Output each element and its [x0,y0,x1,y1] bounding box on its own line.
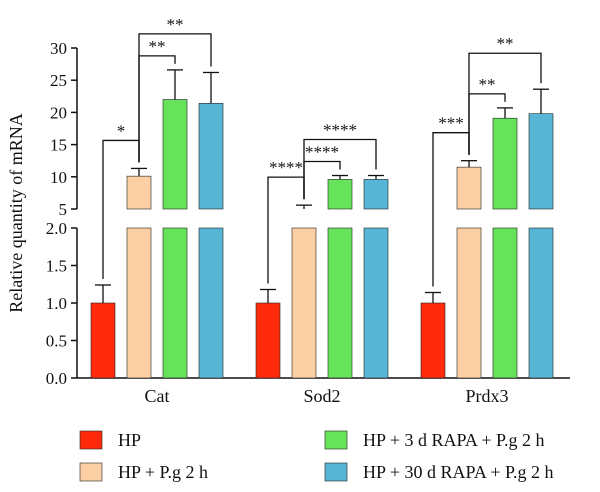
bar [198,103,224,210]
significance-label: **** [305,143,339,162]
legend-label: HP + 30 d RAPA + P.g 2 h [363,462,554,482]
legend-swatch [79,462,103,482]
bar [528,113,554,210]
axes: 5 10 15 20 25 30 0.0 0.5 1.0 1.5 2.0 Relative quant… [6,39,578,406]
y-tick-label: 2.0 [46,219,67,238]
significance-label: **** [323,121,357,140]
x-tick-label: Cat [145,386,170,406]
y-tick-label: 1.5 [46,257,67,276]
bracket-line [303,138,377,200]
bar [492,227,518,379]
legend-label: HP + 3 d RAPA + P.g 2 h [363,430,545,450]
bar-group-prdx3 [420,88,554,379]
y-tick-label: 5 [59,200,68,219]
bars [90,69,554,379]
significance-label: ** [497,34,514,53]
y-tick-label: 30 [50,39,67,58]
bar [528,227,554,379]
bar [198,227,224,379]
significance-label: *** [438,114,464,133]
legend-swatch [324,430,348,450]
significance-label: **** [269,158,303,177]
y-tick-label: 0.0 [46,369,67,388]
x-tick-label: Prdx3 [465,386,508,406]
bar [126,175,152,210]
x-tick-label: Sod2 [303,386,340,406]
y-tick-label: 15 [50,136,67,155]
bar [255,302,281,379]
y-axis-title: Relative quantity of mRNA [6,113,26,312]
y-tick-label: 20 [50,103,67,122]
significance-label: ** [167,15,184,34]
bar [162,99,188,210]
bar [363,227,389,379]
significance-bracket: ** [468,34,542,155]
significance-label: ** [479,75,496,94]
bar [363,179,389,210]
legend: HP HP + P.g 2 h HP + 3 d RAPA + P.g 2 h HP … [79,430,554,482]
bar-group-sod2 [255,174,389,379]
bar [456,166,482,210]
y-tick-label: 0.5 [46,332,67,351]
bracket-line [138,33,212,163]
significance-label: ** [149,37,166,56]
bar [456,227,482,379]
legend-label: HP [118,430,141,450]
significance-label: * [117,121,126,140]
legend-label: HP + P.g 2 h [118,462,208,482]
significance-bracket: ** [138,15,212,163]
y-tick-label: 10 [50,168,67,187]
bar [327,227,353,379]
bar [90,302,116,379]
legend-swatch [324,462,348,482]
legend-swatch [79,430,103,450]
y-tick-label: 1.0 [46,294,67,313]
bracket-line [468,52,542,155]
bar [126,227,152,379]
bar [492,117,518,210]
significance-bracket: **** [303,121,377,200]
legend-item: HP + P.g 2 h [79,462,208,482]
legend-item: HP + 3 d RAPA + P.g 2 h [324,430,545,450]
bar [162,227,188,379]
bar [327,179,353,210]
bar-group-cat [90,69,224,379]
bar [420,302,446,379]
bar [291,227,317,379]
legend-item: HP + 30 d RAPA + P.g 2 h [324,462,554,482]
y-tick-label: 25 [50,71,67,90]
legend-item: HP [79,430,141,450]
significance-brackets: ***************** ******* [102,15,542,287]
axis-break-gap [78,210,578,227]
